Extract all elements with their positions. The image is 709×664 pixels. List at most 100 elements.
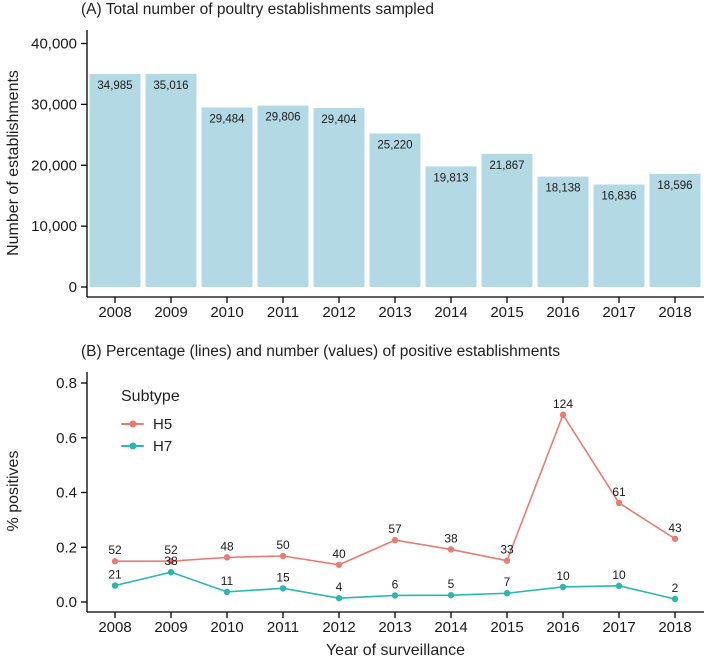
panel-b-y-tick-label: 0.8 xyxy=(56,375,77,392)
panel-b-y-tick-label: 0.2 xyxy=(56,539,77,556)
panel-b-y-axis-label: % positives xyxy=(5,450,22,532)
h5-count-label-2015: 33 xyxy=(500,543,514,557)
h5-point-2015 xyxy=(503,557,511,564)
bar-value-label-2013: 25,220 xyxy=(377,139,412,151)
panel-a-x-tick-label: 2012 xyxy=(322,304,355,321)
h7-point-2013 xyxy=(391,592,399,599)
h7-count-label-2008: 21 xyxy=(108,568,122,582)
h7-point-2011 xyxy=(279,585,287,592)
bar-2013 xyxy=(369,133,421,287)
panel-b-x-tick-label: 2010 xyxy=(210,619,243,636)
legend-label-h7: H7 xyxy=(153,437,173,455)
h7-point-2008 xyxy=(111,582,119,589)
h5-point-2016 xyxy=(559,411,567,418)
h5-count-label-2018: 43 xyxy=(668,521,682,535)
bar-value-label-2012: 29,404 xyxy=(321,114,357,126)
panel-a-y-tick-label: 40,000 xyxy=(31,36,77,53)
h5-count-label-2010: 48 xyxy=(220,539,234,553)
h5-key-dot xyxy=(129,420,136,428)
panel-b-x-tick-label: 2015 xyxy=(490,619,523,636)
panel-b-y-tick-label: 0.0 xyxy=(56,594,77,611)
panel-a-x-tick-label: 2011 xyxy=(267,304,299,321)
bar-2016 xyxy=(537,176,589,287)
bar-2008 xyxy=(89,74,141,287)
h5-point-2008 xyxy=(111,558,119,565)
panel-a-x-tick-label: 2017 xyxy=(602,304,635,321)
h7-point-2010 xyxy=(223,588,231,596)
bar-value-label-2018: 18,596 xyxy=(657,180,692,192)
bar-2017 xyxy=(593,184,645,287)
panel-a-y-tick-label: 0 xyxy=(69,279,77,296)
legend-item-h5: H5 xyxy=(121,413,180,435)
bar-2011 xyxy=(257,105,309,288)
h5-point-2017 xyxy=(615,499,623,507)
panel-b-x-tick-label: 2009 xyxy=(154,619,187,636)
bar-2009 xyxy=(145,73,197,287)
panel-b-x-tick-label: 2014 xyxy=(434,619,467,636)
bar-value-label-2008: 34,985 xyxy=(97,80,132,92)
panel-b-y-tick-label: 0.4 xyxy=(56,485,77,502)
h7-count-label-2009: 38 xyxy=(164,554,178,568)
legend-title: Subtype xyxy=(121,388,180,405)
bar-2010 xyxy=(201,107,253,288)
h7-count-label-2016: 10 xyxy=(556,569,570,583)
h7-count-label-2013: 6 xyxy=(392,577,399,591)
bar-value-label-2014: 19,813 xyxy=(433,172,468,184)
subtype-legend: Subtype H5 H7 xyxy=(121,388,180,457)
h7-count-label-2010: 11 xyxy=(221,574,234,588)
panel-b-x-tick-label: 2012 xyxy=(322,619,355,636)
h5-line-key-icon xyxy=(121,420,144,429)
h5-count-label-2016: 124 xyxy=(553,397,573,411)
panel-b-y-tick-label: 0.6 xyxy=(56,430,77,447)
h5-point-2009 xyxy=(167,558,175,565)
h7-count-label-2014: 5 xyxy=(448,577,455,591)
h7-point-2016 xyxy=(559,583,567,591)
panel-b-x-tick-label: 2008 xyxy=(98,619,131,636)
panel-a-y-tick-label: 20,000 xyxy=(31,157,77,174)
h5-count-label-2011: 50 xyxy=(276,538,290,552)
panel-a-x-tick-label: 2008 xyxy=(98,304,131,321)
h5-point-2018 xyxy=(671,535,679,542)
panel-a-title: (A) Total number of poultry establishmen… xyxy=(81,1,434,18)
legend-item-h7: H7 xyxy=(121,435,180,457)
panel-a-y-tick-label: 10,000 xyxy=(31,218,77,235)
h5-count-label-2013: 57 xyxy=(388,522,402,536)
h5-point-2013 xyxy=(391,536,399,544)
h5-point-2012 xyxy=(335,561,343,568)
panel-a-x-tick-label: 2009 xyxy=(154,304,187,321)
h7-count-label-2015: 7 xyxy=(504,575,511,589)
bar-2012 xyxy=(313,108,365,288)
panel-a-x-tick-label: 2014 xyxy=(434,304,467,321)
panel-b-x-tick-label: 2018 xyxy=(658,619,691,636)
panel-a-x-tick-label: 2013 xyxy=(378,304,411,321)
panel-b-x-tick-label: 2017 xyxy=(602,619,635,636)
panel-b-title: (B) Percentage (lines) and number (value… xyxy=(81,343,561,360)
h7-key-dot xyxy=(129,442,136,450)
panel-a-x-tick-label: 2010 xyxy=(210,304,243,321)
panel-a-y-axis-label: Number of establishments xyxy=(5,70,22,256)
h5-count-label-2014: 38 xyxy=(444,531,458,545)
h5-count-label-2008: 52 xyxy=(108,543,122,557)
panel-a-y-tick-label: 30,000 xyxy=(31,96,77,113)
h7-point-2014 xyxy=(447,591,455,599)
bar-2015 xyxy=(481,153,533,287)
h5-count-label-2009: 52 xyxy=(164,543,178,557)
bar-value-label-2010: 29,484 xyxy=(209,114,245,126)
panel-b-x-tick-label: 2013 xyxy=(378,619,411,636)
panel-a-x-tick-label: 2016 xyxy=(546,304,579,321)
bar-value-label-2009: 35,016 xyxy=(153,80,188,92)
h7-line-key-icon xyxy=(121,442,144,451)
bar-value-label-2015: 21,867 xyxy=(489,160,524,172)
bar-value-label-2011: 29,806 xyxy=(265,112,300,124)
panel-b-x-tick-label: 2011 xyxy=(267,619,299,636)
panel-a-x-tick-label: 2018 xyxy=(658,304,691,321)
h5-count-label-2017: 61 xyxy=(612,485,626,499)
bar-value-label-2016: 18,138 xyxy=(545,183,580,195)
panel-a-x-tick-label: 2015 xyxy=(490,304,523,321)
bar-2014 xyxy=(425,166,477,287)
h5-count-label-2012: 40 xyxy=(332,547,346,561)
h5-point-2011 xyxy=(279,552,287,560)
h7-point-2017 xyxy=(615,582,623,590)
